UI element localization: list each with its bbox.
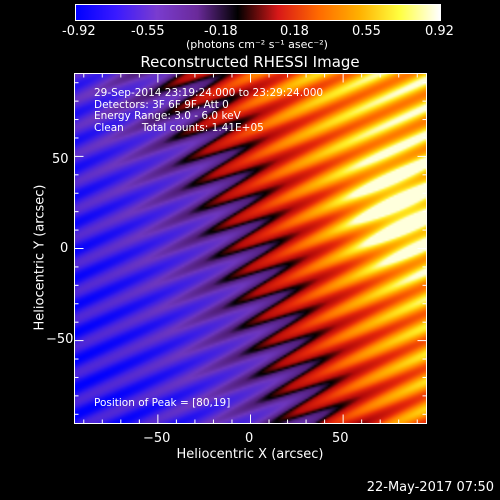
detectors-text: Detectors: 3F 6F 9F, Att 0 <box>94 98 229 111</box>
y-tick-label: 50 <box>52 152 69 167</box>
info-overlay: 29-Sep-2014 23:19:24.000 to 23:29:24.000… <box>94 87 324 135</box>
peak-position-text: Position of Peak = [80,19] <box>94 397 231 409</box>
y-tick-label: −50 <box>46 332 74 347</box>
heatmap-image <box>74 73 426 423</box>
time-range-text: 29-Sep-2014 23:19:24.000 to 23:29:24.000 <box>94 87 324 99</box>
colorbar-unit-label: (photons cm⁻² s⁻¹ asec⁻²) <box>186 38 328 51</box>
timestamp-text: 22-May-2017 07:50 <box>366 480 494 495</box>
colorbar <box>75 4 441 21</box>
colorbar-tick-label: -0.55 <box>131 24 165 39</box>
clean-counts-text: Clean Total counts: 1.41E+05 <box>94 121 323 135</box>
x-tick-label: 0 <box>245 431 254 446</box>
x-axis-label: Heliocentric X (arcsec) <box>176 447 324 462</box>
colorbar-tick-label: -0.92 <box>62 24 96 39</box>
plot-frame <box>74 73 427 424</box>
y-tick-label: 0 <box>60 241 69 256</box>
colorbar-tick-label: 0.92 <box>425 24 454 39</box>
plot-title: Reconstructed RHESSI Image <box>140 53 360 71</box>
total-counts-label: Total counts: 1.41E+05 <box>141 121 264 134</box>
y-axis-label: Heliocentric Y (arcsec) <box>32 184 48 331</box>
axis-ticks <box>74 73 427 424</box>
colorbar-tick-label: 0.18 <box>280 24 309 39</box>
colorbar-tick-label: 0.55 <box>352 24 381 39</box>
x-tick-label: 50 <box>332 431 349 446</box>
colorbar-tick-label: -0.18 <box>204 24 238 39</box>
clean-label: Clean <box>94 121 124 134</box>
x-tick-label: −50 <box>143 431 171 446</box>
energy-range-text: Energy Range: 3.0 - 6.0 keV <box>94 110 241 122</box>
